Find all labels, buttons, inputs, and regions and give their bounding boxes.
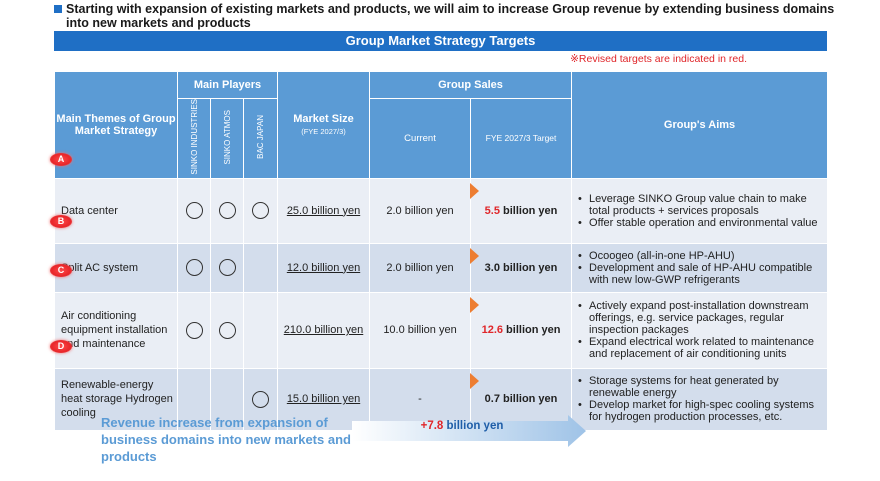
- table-row: Air conditioning equipment installation …: [54, 291, 829, 369]
- circle-mark-icon: [252, 390, 269, 408]
- aim-item: Expand electrical work related to mainte…: [576, 336, 823, 360]
- circle-mark-icon: [185, 321, 203, 339]
- section-banner: Group Market Strategy Targets: [54, 31, 827, 51]
- header-aims: Group's Aims: [571, 71, 829, 179]
- market-size-cell: 12.0 billion yen: [277, 242, 371, 293]
- aim-item: Leverage SINKO Group value chain to make…: [576, 193, 823, 217]
- circle-mark-icon: [185, 202, 203, 220]
- increase-label: +7.8 billion yen: [420, 420, 504, 432]
- player-cell: [210, 177, 244, 244]
- player-cell: [242, 291, 279, 369]
- aim-item: Ocoogeo (all-in-one HP-AHU): [576, 250, 823, 262]
- bullet-square-icon: [54, 5, 62, 13]
- player-cell: [177, 177, 211, 244]
- market-size-cell: 15.0 billion yen: [277, 367, 371, 431]
- player-cell: [242, 367, 279, 431]
- player-cell: [177, 367, 211, 431]
- market-size-cell: 25.0 billion yen: [277, 177, 371, 244]
- aims-cell: Leverage SINKO Group value chain to make…: [571, 177, 829, 244]
- orange-arrow-icon: [470, 296, 480, 313]
- increase-arrow-icon: [352, 415, 586, 447]
- header-market-size-label: Market Size: [293, 113, 354, 126]
- current-sales-cell: 2.0 billion yen: [369, 177, 472, 244]
- header-market-size: Market Size (FYE 2027/3): [277, 71, 371, 179]
- strategy-table: Main Themes of Group Market Strategy Mai…: [54, 71, 829, 431]
- aim-item: Storage systems for heat generated by re…: [576, 375, 823, 399]
- current-sales-cell: 10.0 billion yen: [369, 291, 472, 369]
- player-cell: [177, 242, 211, 293]
- revenue-increase-text: Revenue increase from expansion of busin…: [101, 415, 351, 464]
- row-badge-d: D: [50, 340, 72, 353]
- revision-note: ※Revised targets are indicated in red.: [570, 53, 747, 65]
- row-badge-b: B: [50, 215, 72, 228]
- player-cell: [242, 177, 279, 244]
- theme-cell: Data center: [54, 177, 178, 244]
- header-themes: Main Themes of Group Market Strategy: [54, 71, 178, 179]
- circle-mark-icon: [252, 202, 269, 220]
- aim-item: Development and sale of HP-AHU compatibl…: [576, 262, 823, 286]
- circle-mark-icon: [185, 259, 203, 277]
- current-sales-cell: -: [369, 367, 472, 431]
- circle-mark-icon: [218, 259, 236, 277]
- header-current: Current: [369, 98, 472, 179]
- theme-cell: Air conditioning equipment installation …: [54, 291, 178, 369]
- orange-arrow-icon: [470, 372, 480, 389]
- target-sales-cell: 5.5 billion yen: [470, 177, 573, 244]
- target-sales-cell: 12.6 billion yen: [470, 291, 573, 369]
- player-cell: [177, 291, 211, 369]
- target-sales-cell: 3.0 billion yen: [470, 242, 573, 293]
- player-cell: [210, 367, 244, 431]
- aims-cell: Ocoogeo (all-in-one HP-AHU)Development a…: [571, 242, 829, 293]
- row-badge-c: C: [50, 264, 72, 277]
- circle-mark-icon: [218, 202, 236, 220]
- header-player-sinko-industries: SINKO INDUSTRIES: [177, 98, 211, 179]
- player-cell: [210, 242, 244, 293]
- header-group-sales: Group Sales: [369, 71, 573, 99]
- orange-arrow-icon: [470, 247, 480, 264]
- aim-item: Actively expand post-installation downst…: [576, 300, 823, 336]
- current-sales-cell: 2.0 billion yen: [369, 242, 472, 293]
- header-market-size-sub: (FYE 2027/3): [301, 127, 346, 137]
- market-size-cell: 210.0 billion yen: [277, 291, 371, 369]
- aim-item: Offer stable operation and environmental…: [576, 217, 823, 229]
- row-badge-a: A: [50, 153, 72, 166]
- orange-arrow-icon: [470, 182, 480, 199]
- header-main-players: Main Players: [176, 71, 279, 99]
- table-row: Data center 25.0 billion yen 2.0 billion…: [54, 177, 829, 244]
- player-cell: [242, 242, 279, 293]
- headline: Starting with expansion of existing mark…: [54, 2, 854, 30]
- theme-cell: Split AC system: [54, 242, 178, 293]
- theme-cell: Renewable-energy heat storage Hydrogen c…: [54, 367, 178, 431]
- aim-item: Develop market for high-spec cooling sys…: [576, 399, 823, 423]
- header-target: FYE 2027/3 Target: [470, 98, 573, 179]
- table-row: Renewable-energy heat storage Hydrogen c…: [54, 367, 829, 431]
- aims-cell: Storage systems for heat generated by re…: [571, 367, 829, 431]
- target-sales-cell: 0.7 billion yen: [470, 367, 573, 431]
- table-row: Split AC system 12.0 billion yen 2.0 bil…: [54, 242, 829, 293]
- header-player-sinko-atmos: SINKO ATMOS: [210, 98, 244, 179]
- headline-text: Starting with expansion of existing mark…: [66, 2, 835, 30]
- player-cell: [210, 291, 244, 369]
- aims-cell: Actively expand post-installation downst…: [571, 291, 829, 369]
- header-player-bac-japan: BAC JAPAN: [242, 98, 279, 179]
- circle-mark-icon: [218, 321, 236, 339]
